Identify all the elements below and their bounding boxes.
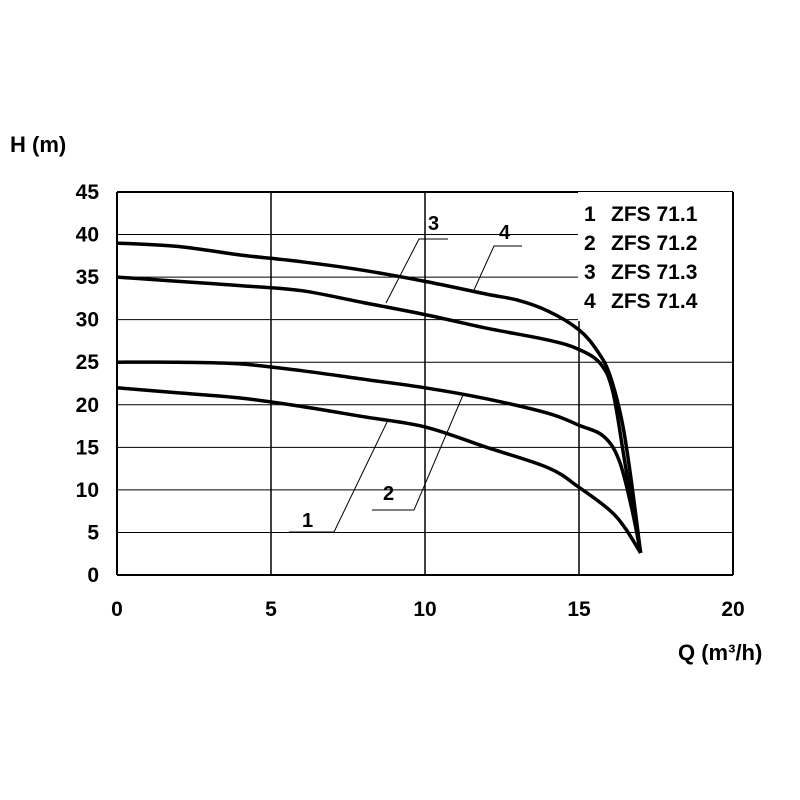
curve-label-2: 2 [383,483,394,505]
legend-entry: ZFS 71.4 [611,290,698,313]
curve-1 [116,386,643,554]
legend-number: 4 [584,290,596,313]
curves [116,241,643,554]
legend-box [578,192,732,321]
legend-entry: ZFS 71.3 [611,261,697,284]
x-tick-label: 10 [413,598,436,621]
curve-labels: 1 2 3 4 [289,213,522,533]
y-axis-title: H (m) [10,132,66,157]
y-tick-label: 45 [76,181,100,204]
curve-label-4: 4 [499,222,511,244]
x-tick-label: 0 [111,598,123,621]
x-axis-title: Q (m³/h) [678,640,762,665]
tick-labels: 0 5 10 15 20 25 30 35 40 45 0 5 10 15 20 [76,181,745,621]
x-tick-label: 15 [567,598,591,621]
y-tick-label: 40 [76,224,99,247]
legend-number: 1 [584,203,596,226]
curve-label-leader-4 [473,245,522,291]
curve-label-1: 1 [302,510,313,532]
y-tick-label: 25 [76,351,100,374]
x-tick-label: 20 [721,598,744,621]
y-tick-label: 20 [76,394,99,417]
curve-2 [116,360,643,554]
curve-label-leader-2 [372,394,464,511]
curve-label-leader-3 [385,238,448,304]
y-tick-label: 0 [87,564,99,587]
y-tick-label: 15 [76,436,100,459]
legend-number: 2 [584,232,596,255]
curve-label-leader-1 [289,419,389,533]
legend-number: 3 [584,261,596,284]
legend-entry: ZFS 71.1 [611,203,698,226]
legend: 1 ZFS 71.1 2 ZFS 71.2 3 ZFS 71.3 4 ZFS 71.4 [578,192,732,321]
y-tick-label: 5 [87,521,99,544]
y-tick-label: 30 [76,309,99,332]
y-tick-label: 10 [76,479,99,502]
curve-4 [116,241,643,554]
curve-label-3: 3 [428,213,439,235]
legend-entry: ZFS 71.2 [611,232,697,255]
curve-3 [116,275,643,554]
y-tick-label: 35 [76,266,100,289]
x-tick-label: 5 [265,598,277,621]
